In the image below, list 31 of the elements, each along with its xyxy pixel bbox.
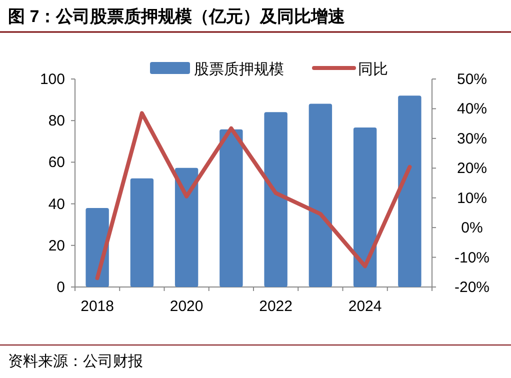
y-tick-label: 20: [48, 237, 65, 254]
y-tick-label: 100: [40, 71, 65, 88]
bar: [308, 104, 332, 287]
x-tick-label: 2022: [259, 298, 292, 315]
y-tick-label: 80: [48, 112, 65, 130]
y2-tick-label: 50%: [456, 71, 488, 88]
bar: [398, 96, 422, 287]
bar: [264, 112, 288, 287]
y2-tick-label: 30%: [456, 130, 488, 148]
bar: [86, 208, 109, 287]
line-series: [95, 111, 412, 280]
x-tick-label: 2024: [348, 298, 382, 315]
y2-tick-label: 10%: [456, 190, 488, 207]
y-tick-label: 40: [48, 196, 65, 213]
bar: [130, 178, 154, 287]
legend-label: 同比: [358, 61, 388, 78]
text: 资料来源：公司财报: [8, 353, 143, 370]
y2-tick-label: -20%: [454, 279, 490, 296]
y2-tick-label: 20%: [456, 160, 488, 178]
y-tick-label: 60: [48, 154, 65, 172]
y2-tick-label: 40%: [456, 100, 488, 118]
bar: [220, 129, 243, 287]
bar: [174, 168, 198, 287]
y2-tick-label: 0%: [461, 220, 483, 237]
x-tick-label: 2020: [170, 298, 204, 315]
y-tick-label: 0: [56, 279, 65, 296]
bar: [353, 127, 377, 287]
y2-tick-label: -10%: [454, 249, 490, 266]
legend-label: 股票质押规模: [194, 61, 284, 78]
chart-title: 图 7：公司股票质押规模（亿元）及同比增速: [8, 7, 346, 26]
x-tick-label: 2018: [80, 298, 114, 315]
